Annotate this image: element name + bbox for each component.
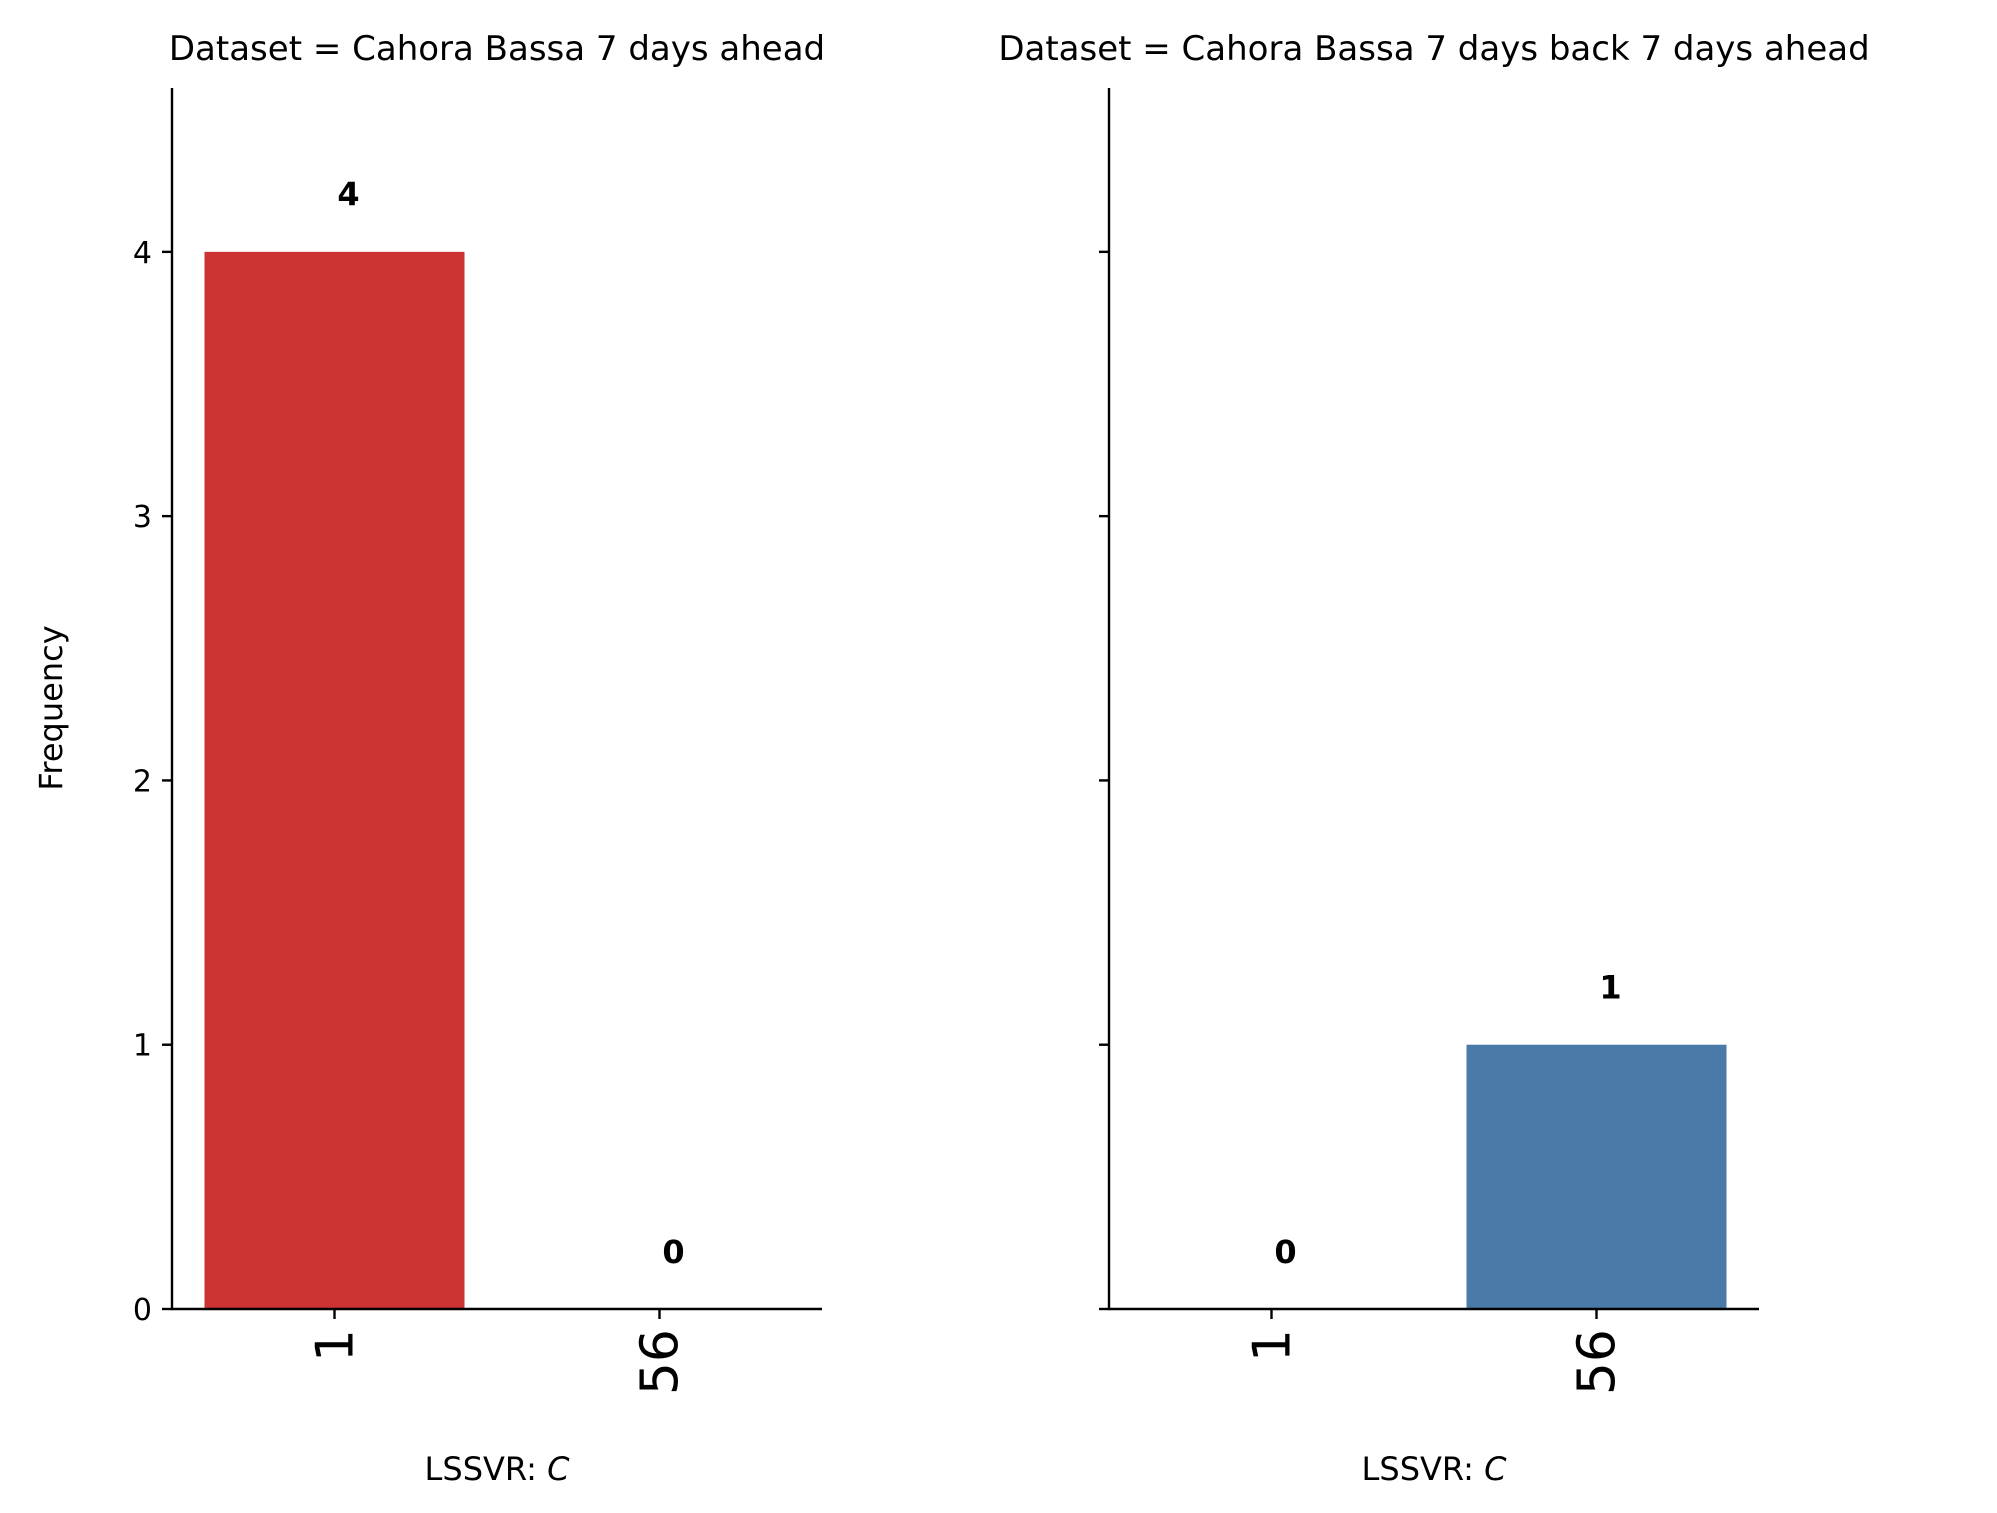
panel-1-x-axis-label: LSSVR: C (425, 1450, 571, 1488)
panel-1: Dataset = Cahora Bassa 7 days ahead 4 1 0 56… (133, 29, 825, 1488)
panel-1-x-tick-label-1: 1 (306, 1329, 366, 1362)
panel-2-x-tick-label-1: 1 (1243, 1329, 1303, 1362)
panel-1-axes (170, 88, 822, 1311)
panel-1-y-tick-label-0: 0 (133, 1293, 152, 1328)
panel-1-title: Dataset = Cahora Bassa 7 days ahead (169, 29, 825, 69)
panel-2-value-label-1: 0 (1274, 1233, 1296, 1271)
y-axis-label: Frequency (32, 625, 70, 790)
panel-1-y-tick-label-2: 2 (133, 764, 152, 799)
panel-2-axes (1107, 88, 1759, 1311)
panel-2-value-label-56: 1 (1599, 969, 1621, 1007)
panel-2: Dataset = Cahora Bassa 7 days back 7 day… (998, 29, 1869, 1488)
panel-2-x-axis-label: LSSVR: C (1362, 1450, 1508, 1488)
panel-2-bar-56 (1466, 1044, 1727, 1309)
panel-2-x-tick-label-56: 56 (1568, 1329, 1628, 1395)
panel-1-y-tick-label-1: 1 (133, 1029, 152, 1064)
panel-1-y-tick-label-3: 3 (133, 500, 152, 535)
panel-1-bar-1 (204, 251, 465, 1309)
panel-1-value-label-1: 4 (337, 176, 359, 214)
panel-2-title: Dataset = Cahora Bassa 7 days back 7 day… (998, 29, 1869, 69)
panel-1-value-label-56: 0 (662, 1233, 684, 1271)
panel-1-y-tick-label-4: 4 (133, 236, 152, 271)
panels: Dataset = Cahora Bassa 7 days ahead 4 1 0 56… (133, 29, 1870, 1488)
panel-1-x-tick-label-56: 56 (631, 1329, 691, 1395)
